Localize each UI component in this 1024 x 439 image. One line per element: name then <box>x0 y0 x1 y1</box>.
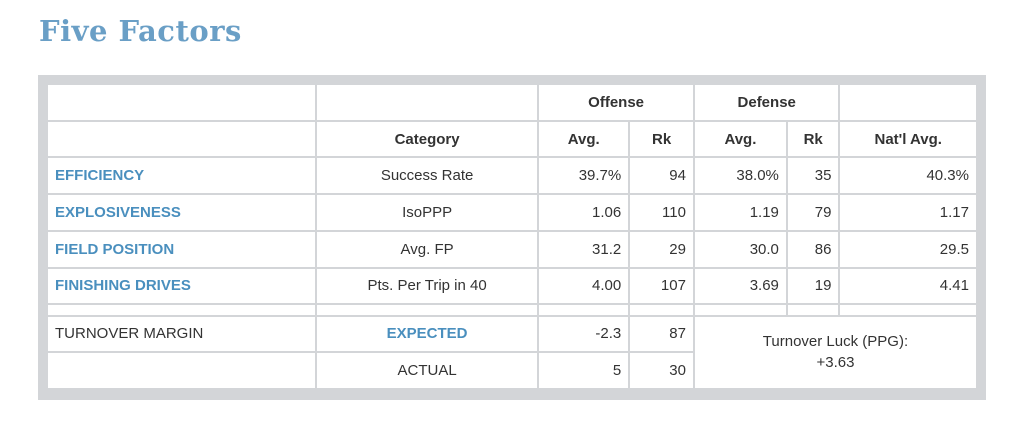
defense-rk-cell: 79 <box>787 195 839 230</box>
expected-rank: 87 <box>630 316 693 352</box>
table-row: FINISHING DRIVES Pts. Per Trip in 40 4.0… <box>48 268 976 304</box>
defense-header: Defense <box>694 85 839 120</box>
offense-rk-cell: 94 <box>630 158 693 194</box>
empty-cell <box>316 305 538 315</box>
category-cell: Pts. Per Trip in 40 <box>316 268 538 304</box>
category-cell: IsoPPP <box>316 195 538 230</box>
natl-avg-cell: 4.41 <box>840 268 976 304</box>
header-row-groups: Offense Defense <box>48 85 976 120</box>
expected-value: -2.3 <box>539 316 629 352</box>
defense-avg-cell: 1.19 <box>694 195 786 230</box>
turnover-luck-cell: Turnover Luck (PPG): +3.63 <box>694 316 976 388</box>
offense-avg-cell: 39.7% <box>539 158 629 194</box>
defense-avg-cell: 30.0 <box>694 231 786 267</box>
category-cell: Success Rate <box>316 158 538 194</box>
empty-cell <box>48 85 315 120</box>
defense-rk-cell: 19 <box>787 268 839 304</box>
natl-avg-cell: 40.3% <box>840 158 976 194</box>
category-header: Category <box>316 121 538 157</box>
offense-avg-cell: 31.2 <box>539 231 629 267</box>
factor-label: EFFICIENCY <box>48 158 315 194</box>
header-row-columns: Category Avg. Rk Avg. Rk Nat'l Avg. <box>48 121 976 157</box>
expected-label: EXPECTED <box>316 316 538 352</box>
empty-cell <box>48 305 315 315</box>
five-factors-table-frame: Offense Defense Category Avg. Rk Avg. Rk… <box>38 75 986 400</box>
natl-avg-cell: 1.17 <box>840 195 976 230</box>
offense-rk-cell: 107 <box>630 268 693 304</box>
actual-label: ACTUAL <box>316 353 538 388</box>
table-row: FIELD POSITION Avg. FP 31.2 29 30.0 86 2… <box>48 231 976 267</box>
defense-rk-cell: 86 <box>787 231 839 267</box>
empty-cell <box>840 305 976 315</box>
turnover-margin-label: TURNOVER MARGIN <box>48 316 315 352</box>
empty-cell <box>840 85 976 120</box>
offense-avg-header: Avg. <box>539 121 629 157</box>
offense-avg-cell: 4.00 <box>539 268 629 304</box>
table-row: EFFICIENCY Success Rate 39.7% 94 38.0% 3… <box>48 158 976 194</box>
turnover-actual-row: ACTUAL 5 30 <box>48 353 976 388</box>
empty-cell <box>48 121 315 157</box>
defense-rk-header: Rk <box>787 121 839 157</box>
empty-cell <box>48 353 315 388</box>
defense-rk-cell: 35 <box>787 158 839 194</box>
factor-label: FINISHING DRIVES <box>48 268 315 304</box>
natl-avg-header: Nat'l Avg. <box>840 121 976 157</box>
defense-avg-cell: 3.69 <box>694 268 786 304</box>
offense-header: Offense <box>539 85 693 120</box>
turnover-luck-label: Turnover Luck (PPG): <box>762 333 909 351</box>
factor-label: FIELD POSITION <box>48 231 315 267</box>
table-row: EXPLOSIVENESS IsoPPP 1.06 110 1.19 79 1.… <box>48 195 976 230</box>
offense-avg-cell: 1.06 <box>539 195 629 230</box>
turnover-expected-row: TURNOVER MARGIN EXPECTED -2.3 87 Turnove… <box>48 316 976 388</box>
factor-label: EXPLOSIVENESS <box>48 195 315 230</box>
category-cell: Avg. FP <box>316 231 538 267</box>
page-title: Five Factors <box>39 14 242 48</box>
offense-rk-cell: 29 <box>630 231 693 267</box>
empty-cell <box>787 305 839 315</box>
defense-avg-header: Avg. <box>694 121 786 157</box>
actual-value: 5 <box>539 353 629 388</box>
natl-avg-cell: 29.5 <box>840 231 976 267</box>
offense-rk-header: Rk <box>630 121 693 157</box>
empty-cell <box>539 305 629 315</box>
empty-cell <box>694 305 786 315</box>
separator-row <box>48 305 976 315</box>
five-factors-table: Offense Defense Category Avg. Rk Avg. Rk… <box>46 83 978 390</box>
actual-rank: 30 <box>630 353 693 388</box>
turnover-luck-value: +3.63 <box>816 354 855 372</box>
offense-rk-cell: 110 <box>630 195 693 230</box>
defense-avg-cell: 38.0% <box>694 158 786 194</box>
empty-cell <box>316 85 538 120</box>
empty-cell <box>630 305 693 315</box>
